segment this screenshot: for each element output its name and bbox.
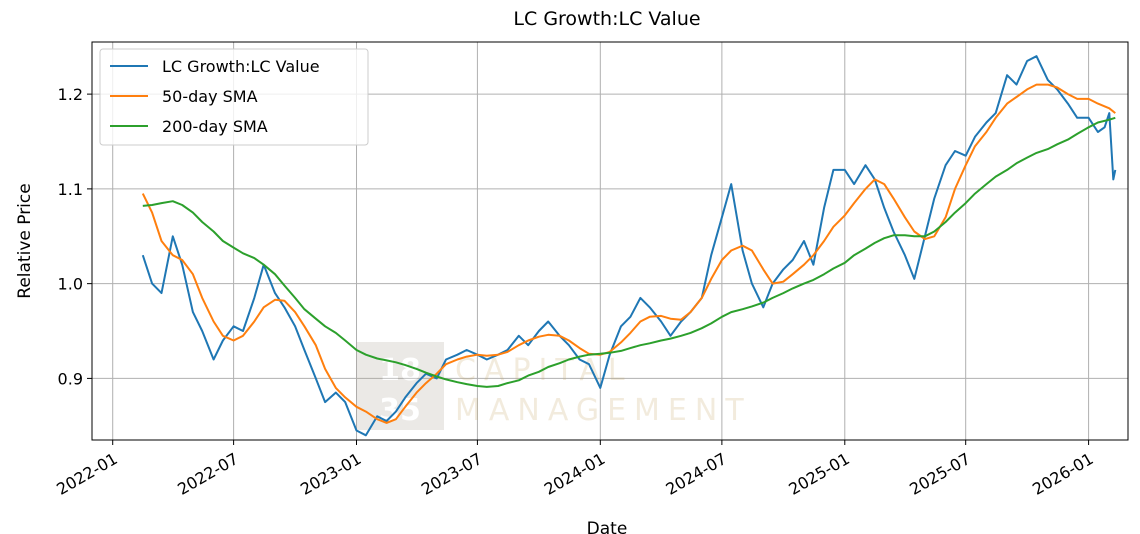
x-axis: 2022-01 2022-07 2023-01 2023-07 2024-01 2024-… — [53, 440, 1097, 499]
y-tick-label-2: 1.1 — [58, 180, 83, 199]
y-axis: 0.9 1.0 1.1 1.2 — [58, 85, 92, 388]
x-tick-label-2025-01: 2025-01 — [785, 449, 852, 499]
x-tick-label-2024-01: 2024-01 — [541, 449, 608, 499]
chart-title: LC Growth:LC Value — [513, 8, 700, 30]
legend-label-200-day-sma: 200-day SMA — [162, 117, 268, 136]
y-tick-label-0: 0.9 — [58, 369, 83, 388]
x-tick-label-2025-07: 2025-07 — [906, 449, 973, 499]
axes-frame — [91, 41, 1129, 441]
x-tick-label-2026-01: 2026-01 — [1029, 449, 1096, 499]
legend-label-lc-growth-lc-value: LC Growth:LC Value — [162, 57, 320, 76]
y-tick-label-3: 1.2 — [58, 85, 83, 104]
x-tick-label-2023-01: 2023-01 — [297, 449, 364, 499]
series-line-50-day-sma — [141, 83, 1116, 424]
x-tick-label-2022-01: 2022-01 — [53, 449, 120, 499]
x-axis-label: Date — [587, 519, 628, 534]
x-tick-label-2024-07: 2024-07 — [662, 449, 729, 499]
svg-text:MANAGEMENT: MANAGEMENT — [455, 393, 752, 428]
series-layer — [141, 55, 1117, 437]
y-tick-label-1: 1.0 — [58, 275, 83, 294]
x-tick-label-2022-07: 2022-07 — [174, 449, 241, 499]
legend-label-50-day-sma: 50-day SMA — [162, 87, 258, 106]
legend-box — [99, 48, 369, 146]
x-tick-label-2023-07: 2023-07 — [418, 449, 485, 499]
y-axis-label: Relative Price — [15, 183, 35, 298]
series-line-200-day-sma — [142, 116, 1116, 388]
legend: LC Growth:LC Value 50-day SMA 200-day SM… — [99, 48, 369, 146]
series-line-lc-growth-lc-value — [141, 55, 1117, 437]
svg-text:18: 18 — [379, 353, 421, 388]
